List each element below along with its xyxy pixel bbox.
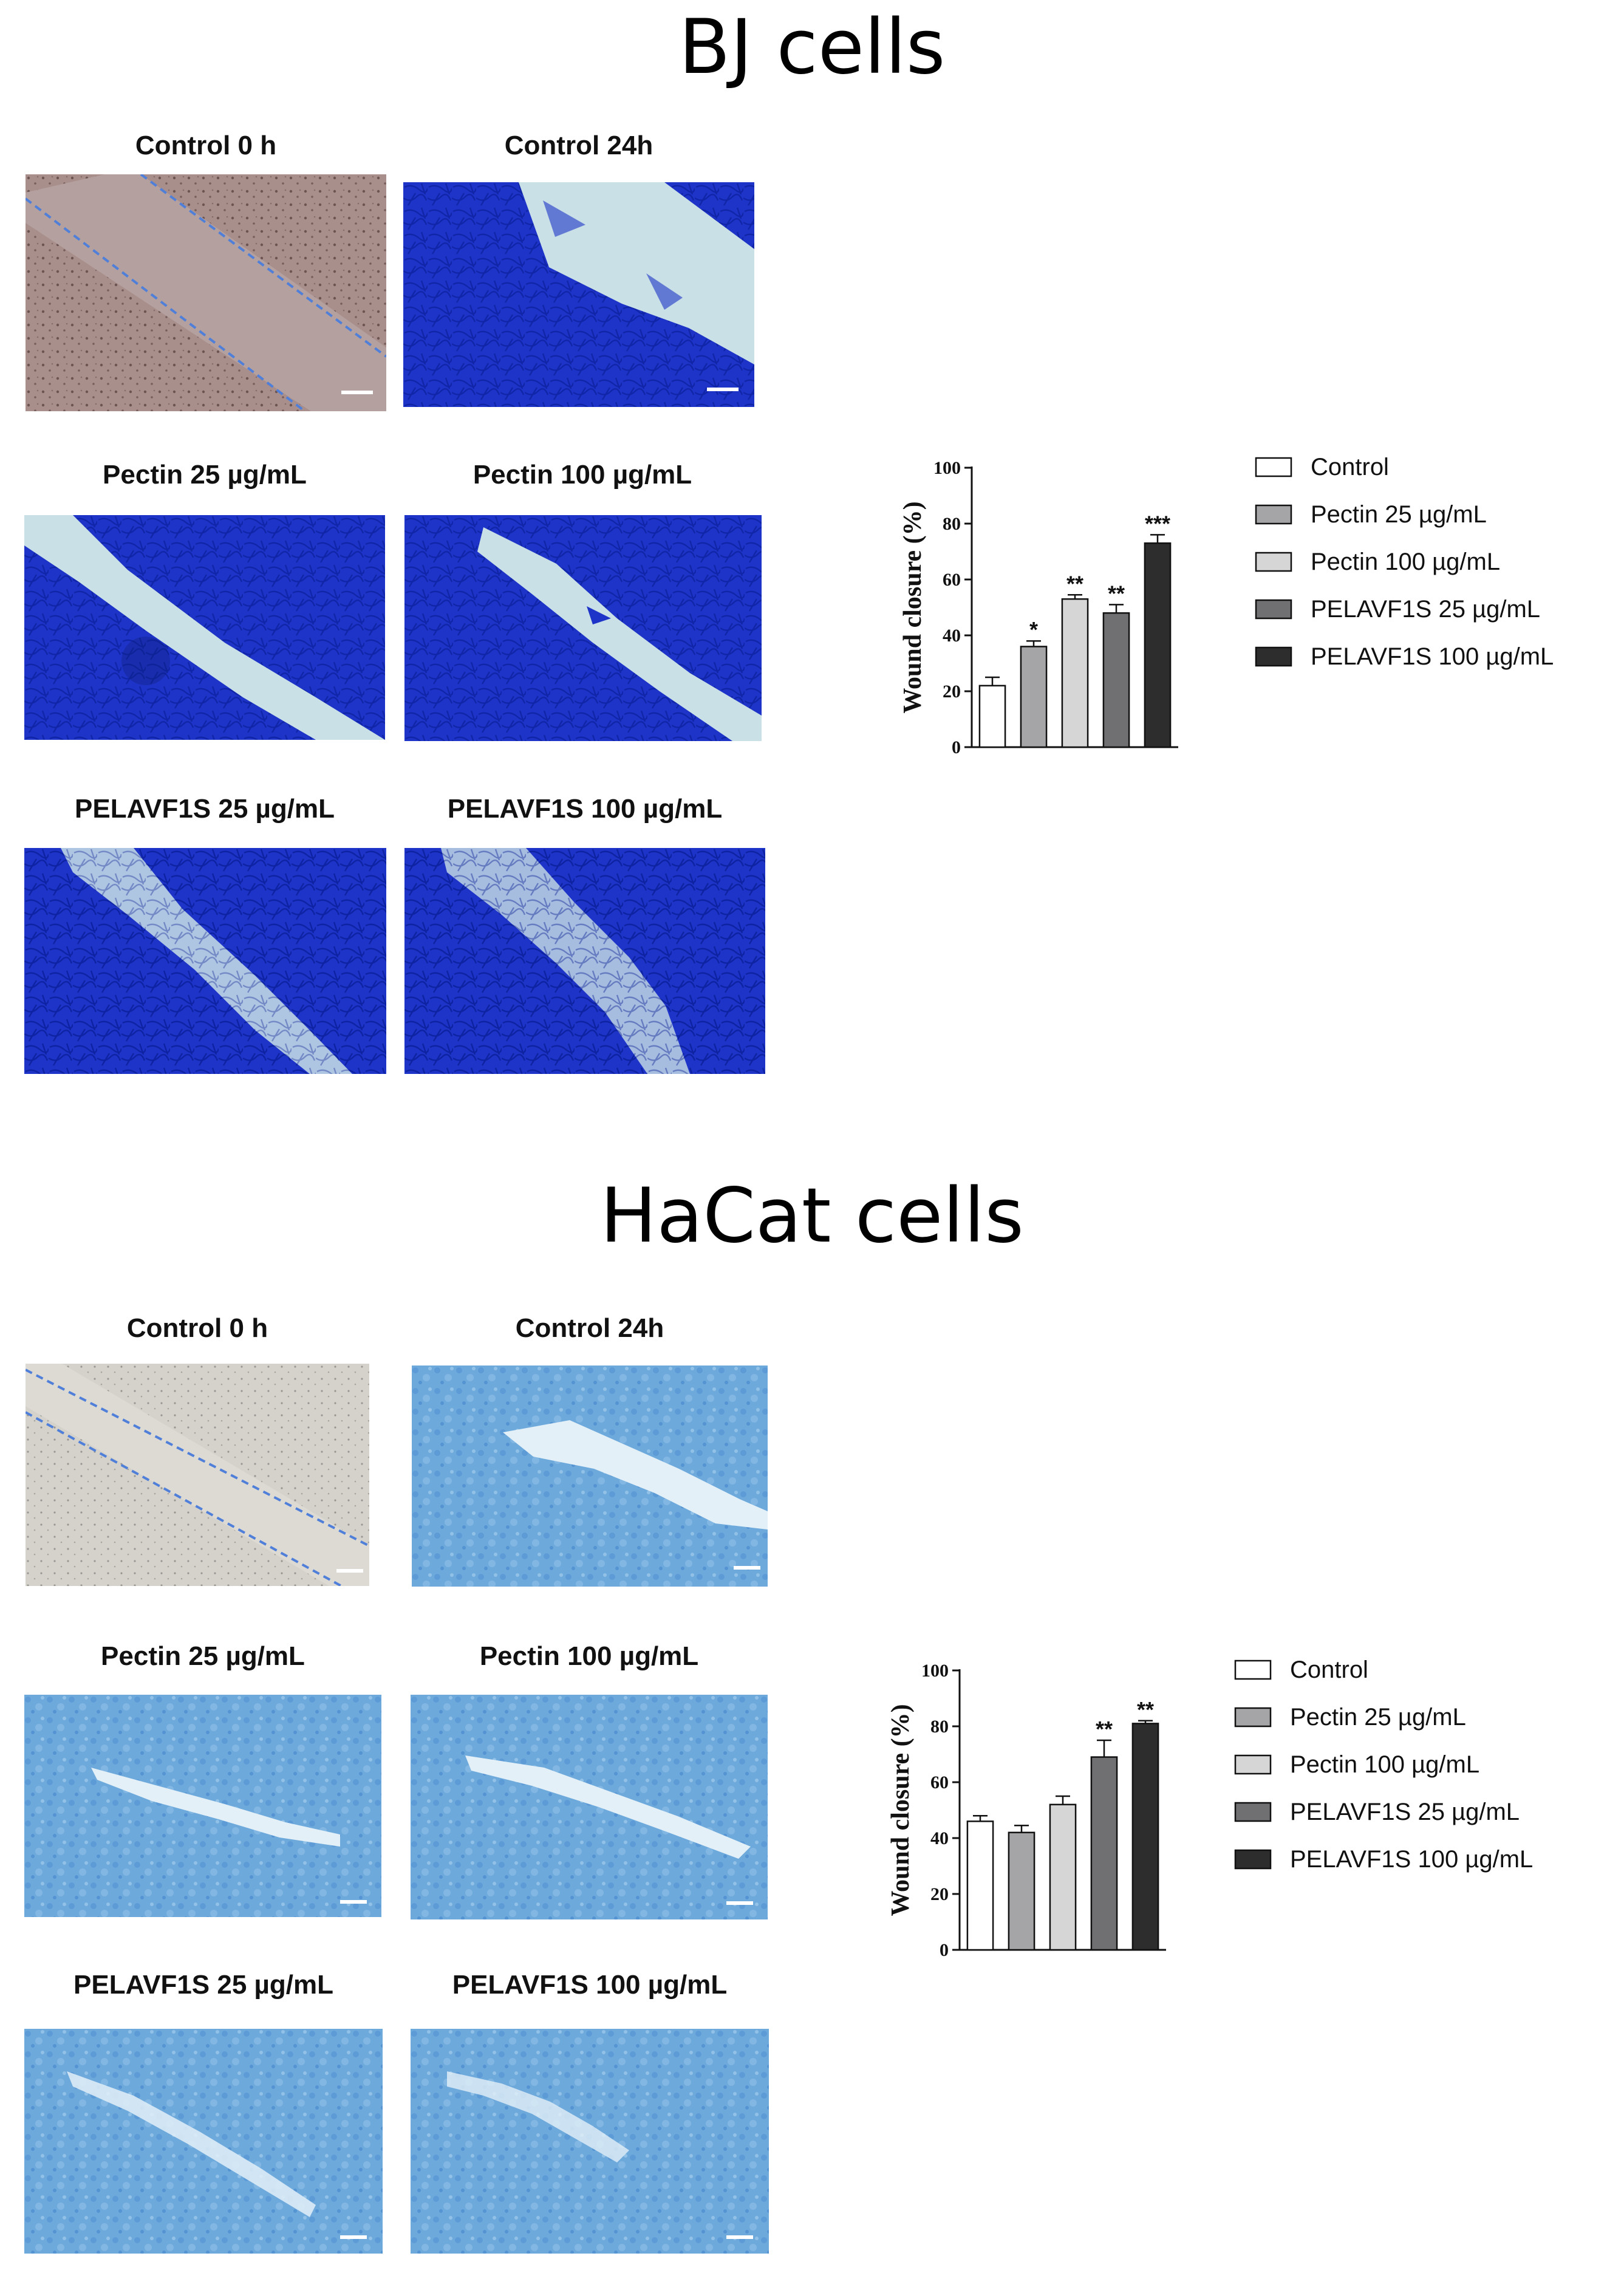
hacat-micrograph-control-0h xyxy=(26,1364,369,1586)
hacat-panel-label-pelavf1s-25: PELAVF1S 25 µg/mL xyxy=(73,1970,333,2000)
bj-panel-label-pectin-25: Pectin 25 µg/mL xyxy=(103,460,307,490)
hacat-legend-swatch-3 xyxy=(1234,1802,1272,1822)
bj-legend-swatch-2 xyxy=(1255,552,1292,572)
bj-y-tick-label: 100 xyxy=(933,458,961,478)
hacat-bar-2 xyxy=(1049,1803,1077,1951)
hacat-panel-label-pectin-25: Pectin 25 µg/mL xyxy=(101,1641,305,1671)
bj-panel-label-pelavf1s-100: PELAVF1S 100 µg/mL xyxy=(447,794,723,824)
bj-y-tick-label: 60 xyxy=(943,570,961,590)
hacat-panel-label-control-0h: Control 0 h xyxy=(126,1313,268,1343)
bj-wound-closure-chart: Wound closure (%) 0 20 40 60 80 100 * ** ** *** Con… xyxy=(887,449,1615,778)
hacat-legend-swatch-0 xyxy=(1234,1659,1272,1680)
hacat-bar-1 xyxy=(1008,1831,1035,1951)
bj-bar-4 xyxy=(1144,542,1172,748)
bj-legend-label-2: Pectin 100 µg/mL xyxy=(1311,549,1500,575)
bj-bar-3 xyxy=(1102,612,1130,748)
bj-micrograph-pectin-25 xyxy=(24,515,385,740)
bj-panel-label-control-24h: Control 24h xyxy=(504,131,653,160)
hacat-legend-label-4: PELAVF1S 100 µg/mL xyxy=(1290,1846,1533,1873)
bj-bar-2 xyxy=(1061,598,1089,748)
hacat-legend-label-2: Pectin 100 µg/mL xyxy=(1290,1751,1479,1778)
bj-y-axis-label: Wound closure (%) xyxy=(899,501,927,713)
hacat-micrograph-pectin-25 xyxy=(24,1695,381,1917)
hacat-y-tick-label: 60 xyxy=(930,1772,949,1793)
hacat-significance-4: ** xyxy=(1137,1697,1154,1722)
bj-micrograph-pectin-100 xyxy=(404,515,762,741)
bj-significance-3: ** xyxy=(1108,581,1125,606)
bj-significance-2: ** xyxy=(1066,571,1083,596)
bj-legend-label-3: PELAVF1S 25 µg/mL xyxy=(1311,596,1540,623)
hacat-y-tick-label: 40 xyxy=(930,1828,949,1848)
bj-micrograph-pelavf1s-100 xyxy=(404,848,765,1074)
hacat-micrograph-pelavf1s-25 xyxy=(24,2029,383,2254)
hacat-y-tick-label: 80 xyxy=(930,1717,949,1737)
hacat-y-tick-label: 20 xyxy=(930,1884,949,1904)
bj-legend-swatch-3 xyxy=(1255,599,1292,620)
hacat-panel-label-control-24h: Control 24h xyxy=(515,1313,664,1343)
bj-bar-1 xyxy=(1020,646,1048,748)
bj-y-tick-label: 0 xyxy=(952,737,961,757)
hacat-bar-3 xyxy=(1090,1756,1118,1951)
hacat-y-axis-label: Wound closure (%) xyxy=(887,1704,915,1916)
hacat-bar-4 xyxy=(1131,1723,1159,1951)
bj-y-tick-label: 20 xyxy=(943,682,961,702)
hacat-bar-0 xyxy=(966,1820,994,1951)
bj-legend-label-4: PELAVF1S 100 µg/mL xyxy=(1311,643,1554,670)
hacat-legend-swatch-2 xyxy=(1234,1754,1272,1775)
bj-y-tick-label: 40 xyxy=(943,626,961,646)
bj-significance-4: *** xyxy=(1145,511,1170,536)
hacat-y-tick-label: 100 xyxy=(921,1661,949,1681)
bj-panel-label-pelavf1s-25: PELAVF1S 25 µg/mL xyxy=(75,794,335,824)
hacat-chart-svg: Wound closure (%) 0 20 40 60 80 100 ** ** Control… xyxy=(887,1656,1533,1960)
bj-legend-label-0: Control xyxy=(1311,454,1389,480)
bj-significance-1: * xyxy=(1029,617,1038,642)
hacat-legend-swatch-1 xyxy=(1234,1707,1272,1728)
bj-micrograph-control-0h xyxy=(26,174,386,411)
hacat-section-title: HaCat cells xyxy=(600,1172,1024,1260)
bj-legend-swatch-1 xyxy=(1255,504,1292,525)
bj-legend-swatch-0 xyxy=(1255,457,1292,477)
hacat-panel-label-pelavf1s-100: PELAVF1S 100 µg/mL xyxy=(452,1970,728,2000)
bj-y-tick-label: 80 xyxy=(943,514,961,534)
bj-panel-label-control-0h: Control 0 h xyxy=(135,131,277,160)
bj-micrograph-control-24h xyxy=(403,182,754,407)
hacat-y-tick-label: 0 xyxy=(940,1940,949,1960)
hacat-legend-swatch-4 xyxy=(1234,1849,1272,1870)
hacat-legend-label-1: Pectin 25 µg/mL xyxy=(1290,1704,1466,1731)
bj-panel-label-pectin-100: Pectin 100 µg/mL xyxy=(473,460,692,490)
bj-section-title: BJ cells xyxy=(678,4,946,91)
hacat-wound-closure-chart: Wound closure (%) 0 20 40 60 80 100 ** ** Control… xyxy=(875,1652,1615,1980)
hacat-legend-label-3: PELAVF1S 25 µg/mL xyxy=(1290,1799,1520,1825)
hacat-legend-label-0: Control xyxy=(1290,1656,1368,1683)
hacat-micrograph-pelavf1s-100 xyxy=(411,2029,769,2254)
hacat-significance-3: ** xyxy=(1096,1717,1113,1741)
bj-legend-swatch-4 xyxy=(1255,646,1292,667)
hacat-micrograph-control-24h xyxy=(412,1366,768,1587)
bj-bar-0 xyxy=(978,685,1006,748)
bj-micrograph-pelavf1s-25 xyxy=(24,848,386,1074)
hacat-panel-label-pectin-100: Pectin 100 µg/mL xyxy=(479,1641,699,1671)
bj-legend-label-1: Pectin 25 µg/mL xyxy=(1311,501,1487,528)
hacat-micrograph-pectin-100 xyxy=(411,1695,768,1919)
